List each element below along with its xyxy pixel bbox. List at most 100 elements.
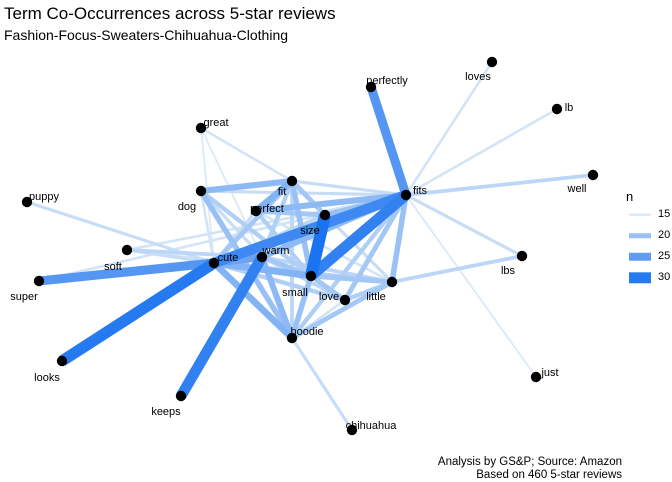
edge-fits-lbs xyxy=(405,193,523,258)
edge-small-hoodie xyxy=(289,275,314,339)
legend-label-25: 25 xyxy=(658,250,671,262)
node-label-perfectly: perfectly xyxy=(366,75,408,87)
edge-great-fit xyxy=(200,126,293,183)
edge-little-hoodie xyxy=(290,279,394,341)
edge-fits-cute xyxy=(212,190,408,268)
node-label-fits: fits xyxy=(413,185,428,197)
node-label-love: love xyxy=(319,291,339,303)
node-small xyxy=(305,270,317,282)
legend-title: n xyxy=(626,189,634,204)
node-perfect xyxy=(250,205,262,217)
legend-swatch-20 xyxy=(629,232,651,239)
node-label-lb: lb xyxy=(565,102,574,114)
node-layer xyxy=(21,56,599,436)
legend-key-15 xyxy=(629,206,651,223)
node-label-puppy: puppy xyxy=(29,191,59,203)
node-label-keeps: keeps xyxy=(151,406,181,418)
node-loves xyxy=(486,56,498,68)
legend-key-25 xyxy=(629,248,651,265)
edge-fits-well xyxy=(405,173,594,197)
node-fits xyxy=(400,189,412,201)
node-label-fit: fit xyxy=(278,186,287,198)
edge-super-cute xyxy=(38,258,215,286)
edge-fits-fit xyxy=(291,179,407,197)
edge-warm-keeps xyxy=(176,254,267,399)
legend-swatch-25 xyxy=(629,252,651,261)
legend-label-30: 30 xyxy=(658,271,671,283)
edge-small-little xyxy=(310,273,393,285)
node-lb xyxy=(551,103,563,115)
node-just xyxy=(530,371,542,383)
node-label-soft: soft xyxy=(104,261,122,273)
chart-title: Term Co-Occurrences across 5-star review… xyxy=(4,4,336,23)
node-label-well: well xyxy=(567,183,587,195)
edge-fits-love xyxy=(342,193,409,302)
edge-dog-fit xyxy=(200,177,293,195)
node-chihuahua xyxy=(346,424,358,436)
edge-small-love xyxy=(309,273,347,303)
edge-cute-looks xyxy=(58,258,218,366)
legend-label-20: 20 xyxy=(658,229,671,241)
edge-dog-small xyxy=(199,189,313,278)
node-soft xyxy=(121,244,133,256)
node-dog xyxy=(195,185,207,197)
edge-fits-hoodie xyxy=(290,193,408,340)
node-label-small: small xyxy=(282,287,308,299)
edge-fits-loves xyxy=(404,61,494,196)
node-label-perfect: perfect xyxy=(250,203,284,215)
node-label-just: just xyxy=(540,367,558,379)
edge-cute-small xyxy=(213,259,312,280)
node-label-loves: loves xyxy=(465,71,491,83)
edge-fits-small xyxy=(307,190,410,281)
edge-dog-cute xyxy=(199,190,216,264)
legend-swatch-15 xyxy=(629,213,651,216)
legend-label-15: 15 xyxy=(658,208,671,220)
node-lbs xyxy=(516,250,528,262)
node-keeps xyxy=(175,390,187,402)
node-size xyxy=(319,209,331,221)
edge-fit-perfect xyxy=(253,178,295,214)
node-label-warm: warm xyxy=(262,245,290,257)
edge-cute-hoodie xyxy=(211,260,295,341)
node-well xyxy=(587,169,599,181)
node-puppy xyxy=(21,196,33,208)
node-super xyxy=(33,275,45,287)
node-looks xyxy=(56,355,68,367)
node-label-looks: looks xyxy=(34,372,60,384)
legend-key-20 xyxy=(629,227,651,244)
node-fit xyxy=(286,175,298,187)
node-label-great: great xyxy=(203,117,228,129)
edge-size-small xyxy=(305,213,331,278)
node-love xyxy=(339,294,351,306)
node-cute xyxy=(208,257,220,269)
node-label-cute: cute xyxy=(218,252,239,264)
label-layer: loves perfectly lb great well fits fit dog puppy… xyxy=(10,71,586,432)
node-label-chihuahua: chihuahua xyxy=(346,420,398,432)
node-little xyxy=(386,276,398,288)
edge-fits-perfect xyxy=(255,191,407,215)
node-label-super: super xyxy=(10,291,38,303)
caption-count: Based on 460 5-star reviews xyxy=(476,469,622,481)
node-perfectly xyxy=(365,81,377,93)
edge-perfectly-fits xyxy=(366,85,411,197)
edge-little-lbs xyxy=(391,254,523,284)
chart-subtitle: Fashion-Focus-Sweaters-Chihuahua-Clothin… xyxy=(4,27,289,43)
node-label-little: little xyxy=(366,291,386,303)
legend-key-30 xyxy=(629,269,651,286)
edge-fits-just xyxy=(405,194,537,378)
legend-swatch-30 xyxy=(629,271,651,284)
node-great xyxy=(195,122,207,134)
node-label-dog: dog xyxy=(178,201,196,213)
edge-fits-little xyxy=(389,194,409,283)
edge-perfect-little xyxy=(255,209,393,284)
node-warm xyxy=(256,251,268,263)
edge-hoodie-chihuahua xyxy=(290,337,354,431)
edge-size-fit xyxy=(290,179,327,217)
edge-fits-lb xyxy=(405,107,558,197)
node-label-hoodie: hoodie xyxy=(290,326,323,338)
caption-source: Analysis by GS&P; Source: Amazon xyxy=(437,456,622,468)
edge-layer xyxy=(26,61,594,431)
node-label-size: size xyxy=(300,225,320,237)
node-label-lbs: lbs xyxy=(501,265,516,277)
